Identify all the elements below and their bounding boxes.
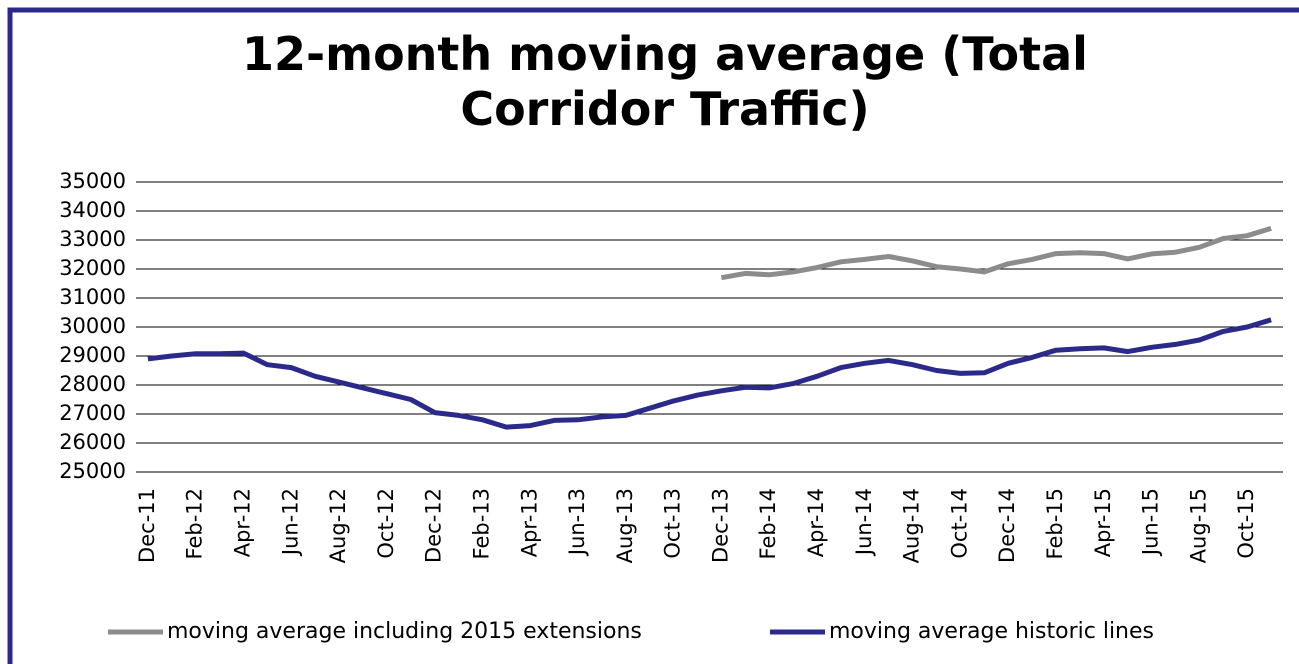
chart-title: Corridor Traffic) xyxy=(460,82,869,136)
x-tick-label: Apr-15 xyxy=(1091,488,1115,557)
x-tick-label: Oct-14 xyxy=(947,488,971,559)
x-tick-label: Feb-12 xyxy=(183,488,207,559)
x-tick-label: Aug-13 xyxy=(613,488,637,563)
x-tick-label: Apr-14 xyxy=(804,488,828,557)
x-tick-label: Oct-12 xyxy=(374,488,398,559)
x-tick-label: Feb-15 xyxy=(1043,488,1067,559)
x-tick-label: Jun-12 xyxy=(278,488,302,557)
legend-label: moving average including 2015 extensions xyxy=(167,619,642,644)
x-tick-label: Jun-14 xyxy=(852,488,876,557)
x-tick-label: Jun-13 xyxy=(565,488,589,557)
x-tick-label: Aug-15 xyxy=(1186,488,1210,563)
x-tick-label: Apr-12 xyxy=(231,488,255,557)
y-tick-label: 28000 xyxy=(59,372,126,396)
y-tick-label: 25000 xyxy=(59,459,126,483)
y-tick-label: 26000 xyxy=(59,430,126,454)
x-tick-label: Oct-13 xyxy=(661,488,685,559)
x-tick-label: Dec-11 xyxy=(135,488,159,563)
y-tick-label: 34000 xyxy=(59,198,126,222)
x-tick-label: Dec-13 xyxy=(708,488,732,563)
x-tick-label: Jun-15 xyxy=(1139,488,1163,557)
y-tick-label: 31000 xyxy=(59,285,126,309)
y-tick-label: 30000 xyxy=(59,314,126,338)
x-tick-label: Dec-12 xyxy=(422,488,446,563)
y-tick-label: 32000 xyxy=(59,256,126,280)
y-tick-label: 27000 xyxy=(59,401,126,425)
x-tick-label: Dec-14 xyxy=(995,488,1019,563)
y-tick-label: 33000 xyxy=(59,227,126,251)
chart-frame xyxy=(7,7,1299,664)
legend-label: moving average historic lines xyxy=(829,619,1154,644)
y-tick-label: 29000 xyxy=(59,343,126,367)
x-tick-label: Feb-13 xyxy=(469,488,493,559)
x-tick-label: Oct-15 xyxy=(1234,488,1258,559)
x-tick-label: Feb-14 xyxy=(756,488,780,559)
series-line xyxy=(720,226,1272,281)
x-tick-label: Aug-12 xyxy=(326,488,350,563)
x-tick-label: Apr-13 xyxy=(517,488,541,557)
series-line xyxy=(147,317,1272,430)
x-tick-label: Aug-14 xyxy=(900,488,924,563)
chart-title: 12-month moving average (Total xyxy=(242,27,1088,81)
y-tick-label: 35000 xyxy=(59,169,126,193)
